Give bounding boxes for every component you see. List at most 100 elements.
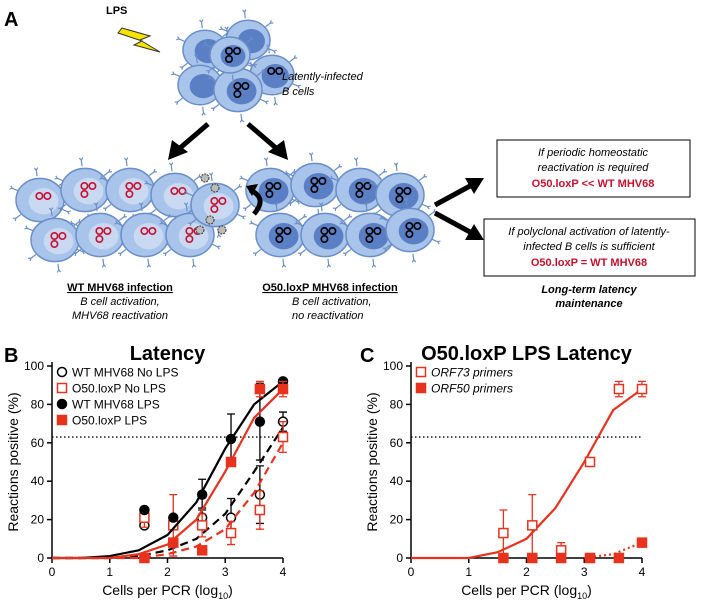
receptor <box>294 220 304 227</box>
episome <box>233 90 242 99</box>
box-text: If periodic homeostatic <box>538 147 649 159</box>
episome <box>265 182 274 191</box>
receptor <box>339 220 349 227</box>
legend-label: WT MHV68 LPS <box>72 398 160 412</box>
receptor <box>329 175 339 182</box>
mut-title: O50.loxP MHV68 infection <box>262 282 398 294</box>
episome <box>405 222 414 231</box>
receptor <box>308 152 314 162</box>
episome <box>355 190 364 199</box>
receptor <box>289 55 298 63</box>
episome <box>363 182 372 191</box>
y-tick-label: 0 <box>396 551 403 565</box>
receptor <box>69 220 79 227</box>
panel-label: A <box>4 9 18 31</box>
nucleus <box>203 193 234 220</box>
episome <box>395 187 404 196</box>
episome <box>225 54 234 63</box>
episome <box>103 227 112 236</box>
receptor <box>231 74 236 84</box>
episome <box>218 197 227 206</box>
point <box>139 552 150 564</box>
box-text: infected B cells is sufficient <box>523 241 655 253</box>
legend-label: ORF73 primers <box>431 366 513 380</box>
episome <box>265 190 274 199</box>
receptor <box>188 218 197 227</box>
receptor <box>183 202 189 212</box>
point <box>498 527 509 539</box>
nucleus <box>398 218 429 245</box>
fit-curve <box>52 426 284 560</box>
box-text: If polyclonal activation of latently- <box>508 226 670 238</box>
receptor <box>211 103 220 112</box>
receptor <box>253 248 262 257</box>
x-tick-label: 3 <box>222 565 229 579</box>
episome <box>267 67 276 76</box>
episome <box>170 187 179 196</box>
receptor <box>202 42 212 48</box>
point <box>636 537 648 548</box>
y-axis-label: Reactions positive (%) <box>364 392 380 531</box>
virion <box>205 215 215 225</box>
mut-desc: no reactivation <box>292 310 364 322</box>
receptor <box>99 175 109 182</box>
nucleus <box>133 223 164 250</box>
episome <box>88 182 97 191</box>
wt-desc: B cell activation, <box>80 296 159 308</box>
receptor <box>326 258 332 268</box>
fit-curve <box>52 388 284 560</box>
receptor <box>259 98 269 105</box>
nucleus <box>220 45 246 67</box>
episome <box>133 182 142 191</box>
x-tick-label: 1 <box>465 565 472 579</box>
receptor <box>292 83 301 89</box>
receptor <box>61 208 71 215</box>
point <box>254 416 266 427</box>
episome <box>365 235 374 244</box>
episome <box>125 182 134 191</box>
nucleus <box>258 178 289 205</box>
point <box>254 504 266 516</box>
episome <box>395 195 404 204</box>
panel-label: C <box>360 345 374 367</box>
episome <box>373 227 382 236</box>
receptor <box>138 202 144 212</box>
y-tick-label: 60 <box>31 436 45 450</box>
mut-desc: B cell activation, <box>292 296 371 308</box>
point <box>277 383 289 395</box>
episome <box>185 227 194 236</box>
x-label-sub: 10 <box>218 591 228 601</box>
lps-label: LPS <box>106 5 127 17</box>
point <box>196 520 208 531</box>
receptor <box>58 203 67 212</box>
receptor <box>24 225 34 232</box>
point <box>613 552 625 564</box>
point <box>168 512 179 523</box>
episome <box>50 232 59 241</box>
nucleus <box>348 178 379 205</box>
receptor <box>273 96 278 106</box>
receptor <box>176 36 185 42</box>
episome <box>233 46 242 55</box>
receptor <box>249 220 259 227</box>
receptor <box>236 213 246 220</box>
x-label-part: ) <box>587 582 592 598</box>
legend-marker <box>56 366 68 378</box>
episome <box>275 67 284 76</box>
receptor <box>353 157 359 167</box>
virion <box>210 183 220 193</box>
legend-label: ORF50 primers <box>431 382 513 396</box>
episome <box>365 227 374 236</box>
episome <box>35 192 44 201</box>
receptor <box>421 203 431 210</box>
episome <box>80 182 89 191</box>
y-tick-label: 40 <box>31 474 45 488</box>
receptor <box>343 213 352 222</box>
receptor <box>369 180 379 187</box>
lightning-icon <box>117 27 161 53</box>
receptor <box>224 26 229 36</box>
receptor <box>239 113 245 123</box>
receptor <box>379 215 389 222</box>
receptor <box>146 258 152 268</box>
